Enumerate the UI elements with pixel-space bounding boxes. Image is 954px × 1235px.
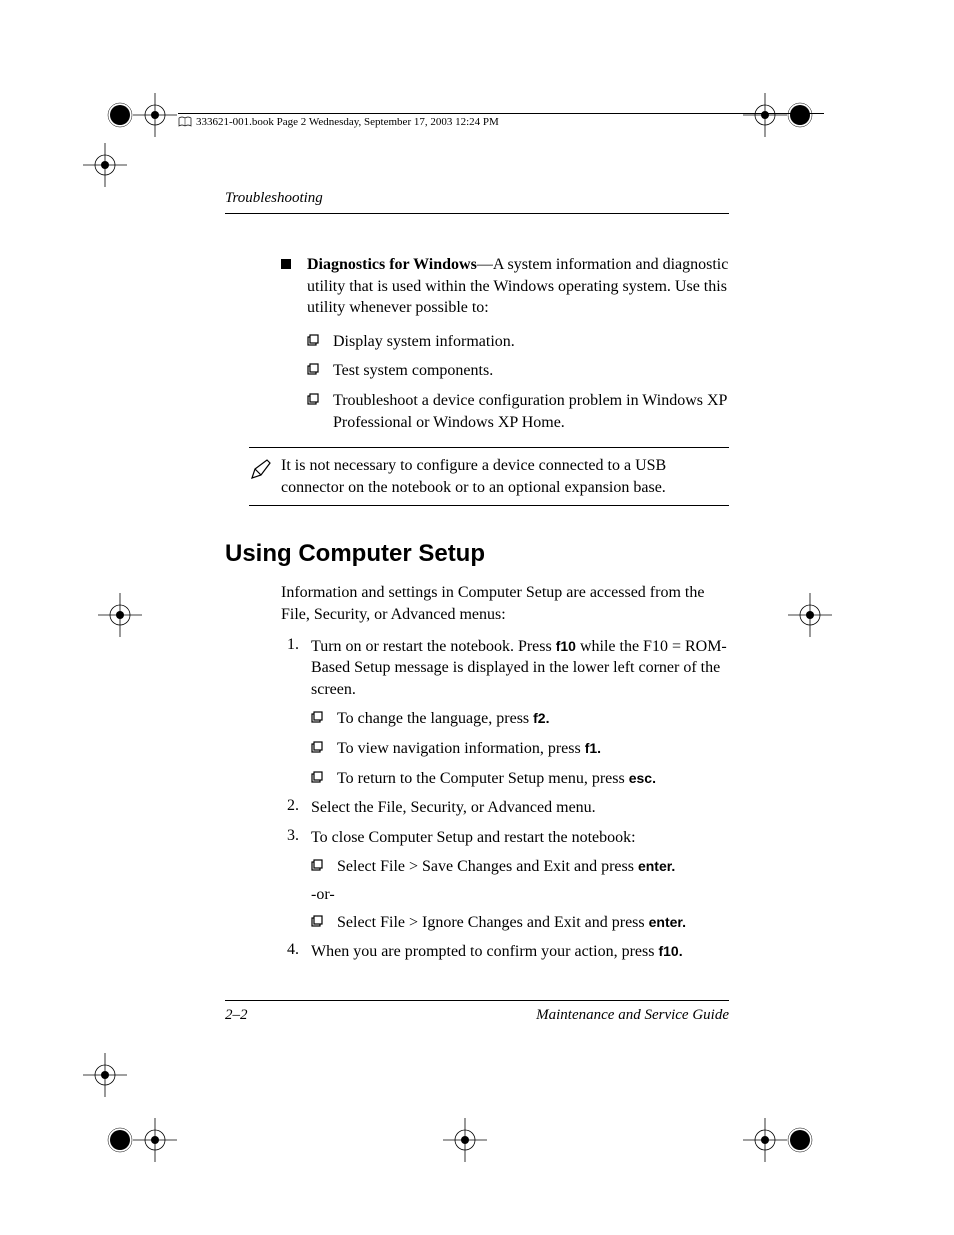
step-text: To close Computer Setup and restart the … — [311, 827, 636, 849]
reg-mark-icon — [80, 575, 160, 655]
step-2: 2. Select the File, Security, or Advance… — [287, 797, 729, 819]
step-number: 1. — [287, 636, 305, 701]
footer-title: Maintenance and Service Guide — [536, 1007, 729, 1024]
header-rule — [225, 213, 729, 214]
square-bullet-icon — [281, 259, 291, 269]
checkbox-bullet-icon — [311, 915, 323, 927]
page-footer: 2–2 Maintenance and Service Guide — [225, 1000, 729, 1024]
reg-mark-icon — [425, 1100, 505, 1180]
reg-mark-icon — [740, 1100, 820, 1180]
sub-text: To return to the Computer Setup menu, pr… — [337, 768, 656, 790]
sub-text: Display system information. — [333, 331, 515, 353]
sub-text: Test system components. — [333, 360, 493, 382]
page-header: 333621-001.book Page 2 Wednesday, Septem… — [178, 113, 824, 128]
sub-text: Troubleshoot a device configuration prob… — [333, 390, 729, 433]
sub-item: Test system components. — [307, 360, 729, 382]
sub-item: To view navigation information, press f1… — [311, 738, 729, 760]
step-number: 2. — [287, 797, 305, 819]
reg-mark-icon — [770, 575, 850, 655]
sub-item: Display system information. — [307, 331, 729, 353]
sub-item: Select File > Ignore Changes and Exit an… — [311, 912, 729, 934]
bullet-text: Diagnostics for Windows—A system informa… — [307, 254, 729, 319]
sub-text: Select File > Ignore Changes and Exit an… — [337, 912, 686, 934]
sub-text: To view navigation information, press f1… — [337, 738, 601, 760]
checkbox-bullet-icon — [307, 363, 319, 375]
sub-item: Select File > Save Changes and Exit and … — [311, 856, 729, 878]
sub-text: Select File > Save Changes and Exit and … — [337, 856, 675, 878]
step-3: 3. To close Computer Setup and restart t… — [287, 827, 729, 849]
checkbox-bullet-icon — [307, 334, 319, 346]
book-icon — [178, 116, 192, 128]
note-text: It is not necessary to configure a devic… — [281, 455, 729, 498]
sub-item: To change the language, press f2. — [311, 708, 729, 730]
header-text: 333621-001.book Page 2 Wednesday, Septem… — [196, 116, 499, 128]
sub-text: To change the language, press f2. — [337, 708, 549, 730]
page-content: Troubleshooting Diagnostics for Windows—… — [225, 190, 729, 971]
step-text: When you are prompted to confirm your ac… — [311, 941, 683, 963]
step-1: 1. Turn on or restart the notebook. Pres… — [287, 636, 729, 701]
pencil-icon — [249, 457, 273, 481]
reg-mark-icon — [65, 125, 145, 205]
step-text: Select the File, Security, or Advanced m… — [311, 797, 596, 819]
step-text: Turn on or restart the notebook. Press f… — [311, 636, 729, 701]
heading-2: Using Computer Setup — [225, 540, 729, 568]
reg-mark-icon — [100, 1100, 180, 1180]
checkbox-bullet-icon — [311, 771, 323, 783]
sub-list: Display system information. Test system … — [307, 331, 729, 433]
or-separator: -or- — [311, 886, 729, 904]
step-number: 3. — [287, 827, 305, 849]
step-4: 4. When you are prompted to confirm your… — [287, 941, 729, 963]
footer-rule — [225, 1000, 729, 1001]
note-block: It is not necessary to configure a devic… — [249, 447, 729, 506]
step-3-sublist: Select File > Save Changes and Exit and … — [311, 856, 729, 878]
bullet-item: Diagnostics for Windows—A system informa… — [281, 254, 729, 319]
bullet-bold: Diagnostics for Windows — [307, 256, 477, 273]
checkbox-bullet-icon — [311, 711, 323, 723]
sub-item: To return to the Computer Setup menu, pr… — [311, 768, 729, 790]
step-number: 4. — [287, 941, 305, 963]
section-header: Troubleshooting — [225, 190, 729, 207]
step-3-sublist-b: Select File > Ignore Changes and Exit an… — [311, 912, 729, 934]
checkbox-bullet-icon — [311, 741, 323, 753]
step-1-sublist: To change the language, press f2. To vie… — [311, 708, 729, 789]
sub-item: Troubleshoot a device configuration prob… — [307, 390, 729, 433]
checkbox-bullet-icon — [307, 393, 319, 405]
intro-paragraph: Information and settings in Computer Set… — [281, 582, 729, 625]
page-number: 2–2 — [225, 1007, 248, 1024]
checkbox-bullet-icon — [311, 859, 323, 871]
